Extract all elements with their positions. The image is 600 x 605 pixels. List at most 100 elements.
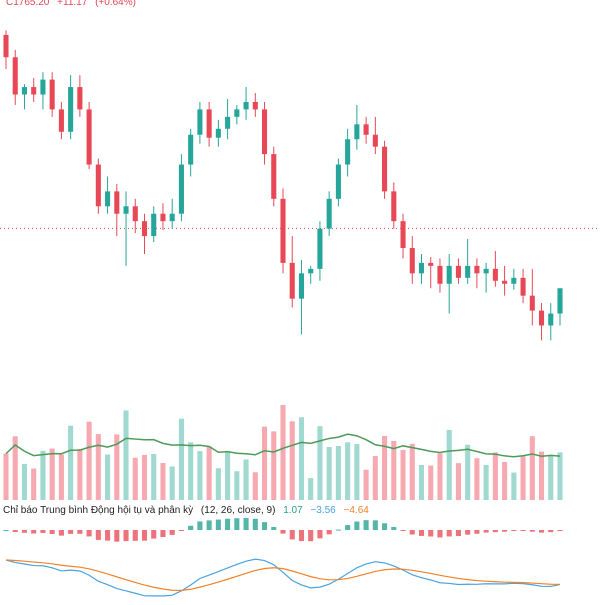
macd-histogram-bar [418, 530, 425, 536]
candle-body [141, 221, 148, 237]
volume-bar [252, 472, 258, 500]
volume-bar [243, 459, 249, 500]
volume-bar [141, 454, 148, 500]
macd-histogram-bar [12, 530, 18, 533]
volume-bar [261, 426, 268, 500]
macd-histogram-bar [465, 530, 471, 535]
macd-histogram-bar [160, 530, 166, 537]
candle-body [511, 277, 517, 284]
volume-bar [215, 468, 221, 500]
signal-line [5, 559, 561, 591]
volume-bar [132, 457, 138, 500]
macd-histogram-bar [31, 530, 37, 534]
candle-body [132, 206, 138, 222]
volume-bar [483, 464, 489, 500]
macd-histogram-bar [68, 530, 74, 534]
macd-histogram-bar [317, 530, 323, 539]
macd-histogram-bar [234, 518, 240, 530]
volume-bar [335, 446, 341, 500]
candle-body [502, 280, 508, 284]
candle-body [465, 265, 471, 278]
candle-body [169, 213, 175, 222]
macd-histogram-bar [225, 518, 231, 530]
volume-bar [197, 451, 203, 500]
volume-bar [354, 444, 360, 500]
volume-bar [538, 451, 545, 500]
macd-histogram-bar [538, 530, 545, 533]
candle-body [548, 313, 554, 326]
candle-body [418, 262, 425, 274]
volume-bar [446, 429, 452, 500]
volume-bar [12, 436, 18, 500]
candle-body [280, 198, 286, 263]
macd-histogram-bar [178, 530, 184, 531]
volume-bar [31, 468, 37, 500]
macd-histogram-bar [188, 525, 194, 530]
volume-bar [280, 405, 286, 500]
volume-ma-line [5, 433, 561, 458]
macd-histogram-bar [548, 530, 554, 533]
macd-histogram-bar [391, 526, 397, 530]
macd-indicator-name: Chỉ báo Trung bình Động hội tụ và phân k… [3, 505, 194, 516]
signal-value: −3.56 [310, 505, 336, 516]
macd-histogram-bar [169, 530, 175, 535]
candle-body [243, 101, 249, 110]
volume-bar [77, 448, 83, 500]
volume-bar [492, 452, 498, 500]
macd-histogram-bar [114, 530, 120, 542]
candle-body [31, 87, 37, 95]
volume-bar [21, 463, 28, 500]
volume-bar [409, 443, 415, 500]
macd-line [5, 558, 561, 597]
candle-body [391, 191, 397, 222]
candle-body [95, 164, 101, 207]
macd-histogram-bar [49, 530, 55, 535]
price-legend: C1765.20 +11.17 (+0.64%) [6, 0, 141, 8]
volume-bar [105, 454, 111, 500]
volume-bar [160, 463, 166, 500]
volume-bar [95, 434, 101, 500]
candle-body [317, 228, 323, 269]
volume-bar [68, 425, 74, 500]
macd-histogram-bar [151, 530, 157, 539]
price-change: +11.17 [57, 0, 88, 8]
macd-histogram-bar [298, 530, 305, 542]
macd-histogram-bar [132, 530, 138, 541]
candle-body [492, 268, 498, 281]
macd-histogram-bar [520, 530, 526, 532]
macd-histogram-bar [492, 530, 498, 533]
volume-bar [58, 454, 64, 500]
candle-body [474, 265, 480, 274]
candle-body [261, 109, 268, 155]
macd-histogram-bar [483, 530, 489, 533]
candle-body [557, 288, 563, 314]
candle-body [483, 268, 489, 274]
candle-body [49, 79, 55, 110]
macd-histogram-bar [197, 521, 203, 530]
candle-body [105, 191, 111, 207]
macd-histogram-bar [326, 530, 332, 535]
volume-bar [114, 434, 120, 500]
candle-body [289, 262, 295, 299]
volume-bar [178, 418, 184, 500]
candle-body [335, 164, 341, 199]
macd-histogram-bar [86, 530, 92, 537]
volume-bar [372, 456, 378, 500]
volume-bar [169, 466, 175, 500]
candle-body [354, 124, 360, 140]
macd-histogram-bar [557, 530, 563, 531]
macd-histogram-bar [123, 530, 129, 542]
volume-bar [529, 436, 535, 500]
volume-bar [474, 458, 480, 500]
macd-histogram-bar [40, 530, 46, 533]
macd-histogram-bar [280, 530, 286, 534]
candle-body [3, 34, 9, 58]
macd-legend[interactable]: Chỉ báo Trung bình Động hội tụ và phân k… [3, 505, 374, 516]
macd-histogram-bar [206, 520, 212, 530]
candle-body [326, 198, 332, 229]
macd-histogram-bar [141, 530, 148, 541]
volume-bar [465, 444, 471, 500]
close-price-label: C1765.20 [6, 0, 50, 8]
